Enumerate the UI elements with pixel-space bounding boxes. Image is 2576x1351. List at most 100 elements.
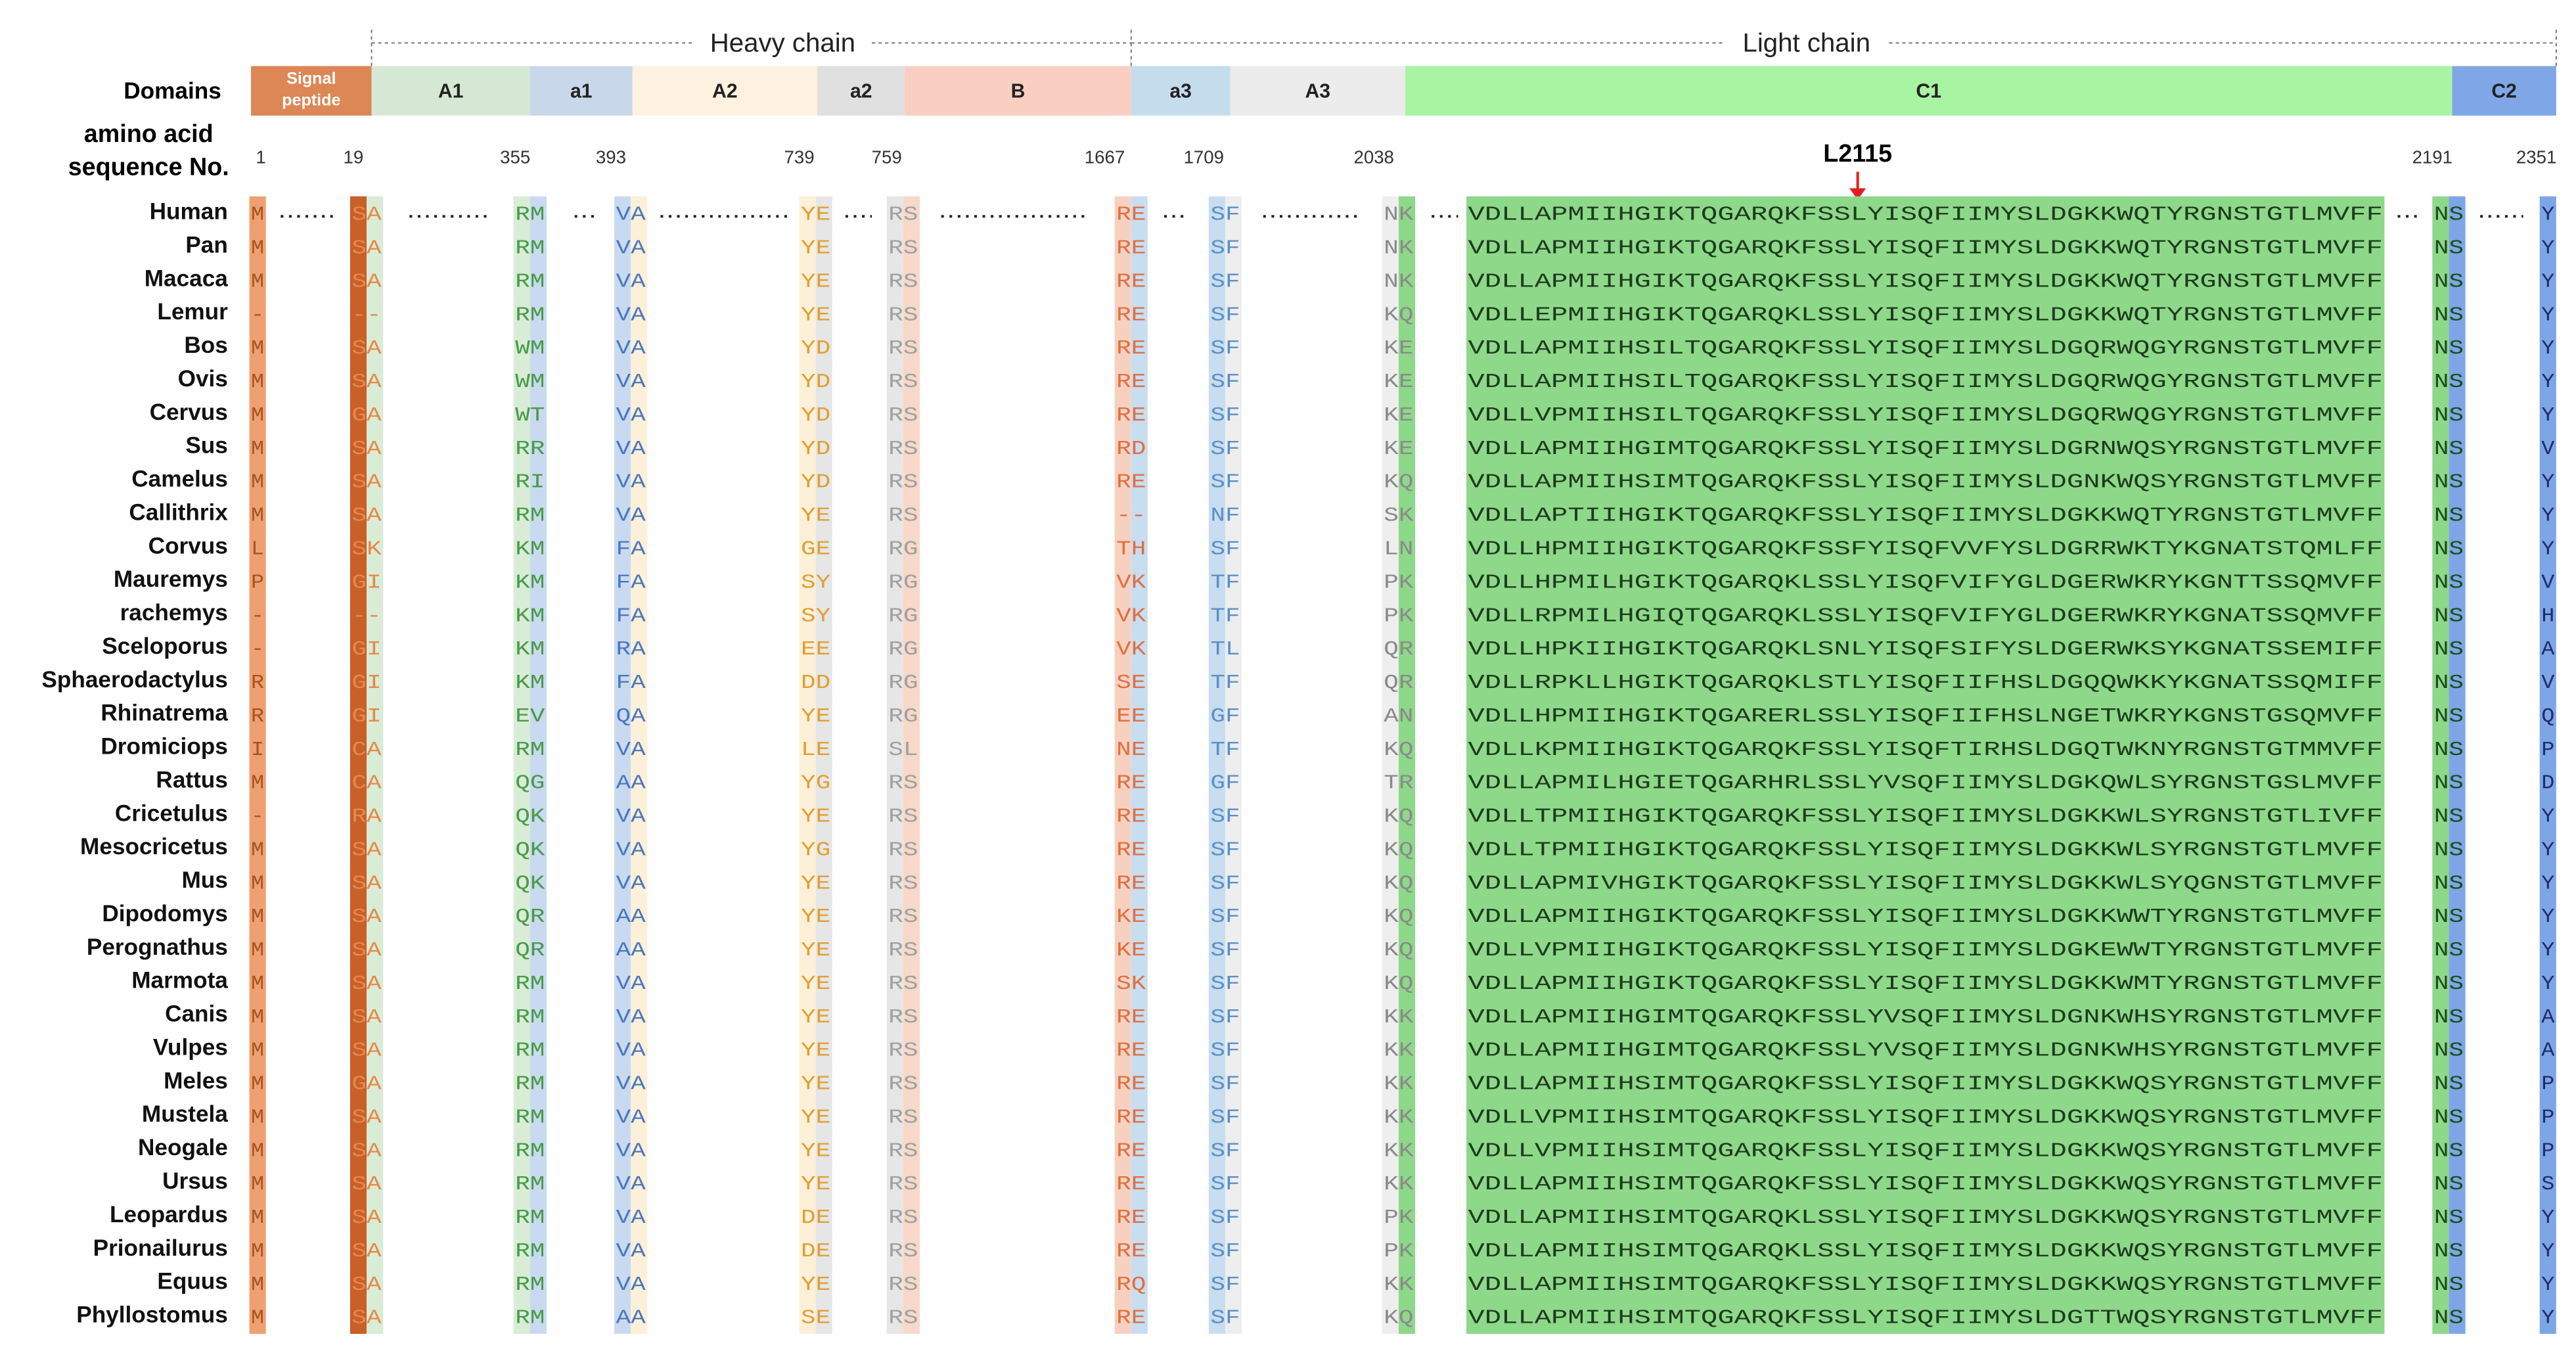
residue-shade xyxy=(2449,530,2466,565)
residue-shade xyxy=(2449,998,2466,1034)
residue-shade xyxy=(1225,731,1242,766)
residue-shade xyxy=(249,363,266,398)
residue-shade xyxy=(350,1065,367,1100)
residue-shade xyxy=(1208,731,1225,766)
residue-shade xyxy=(886,1266,903,1301)
residue: NS xyxy=(2434,906,2464,928)
residue: RS xyxy=(888,1174,918,1196)
sequence: VDLLAPMIIHSIMTQGARQKFSSLYISQFIIMYSLDGKKW… xyxy=(1468,1174,2382,1196)
residue-shade xyxy=(1398,664,1416,699)
residue-shade xyxy=(1114,1199,1131,1234)
alignment-row: Canis M SA RM VA YE RS RE SF KK VDLLAPMIIHGIMTQGAR… xyxy=(165,998,2556,1034)
residue-shade xyxy=(2449,397,2466,432)
residue-shade xyxy=(1398,463,1416,498)
sequence: VDLLRPKLLHGIKTQGARQKLSTLYISQFIIFHSLDGQQW… xyxy=(1468,672,2382,695)
alignment-row: Cervus M GA WT VA YD RS RE SF KE VDLLVPMIIHSILTQGA… xyxy=(150,397,2556,432)
residue: Y xyxy=(2541,338,2554,360)
species-name: Sus xyxy=(185,433,228,459)
residue: AA xyxy=(616,1308,646,1330)
residue: RA xyxy=(616,639,646,661)
residue-shade xyxy=(614,1032,631,1066)
residue-shade xyxy=(1225,530,1242,565)
residue: SA xyxy=(351,940,382,962)
residue-shade xyxy=(530,296,547,331)
residue-shade xyxy=(2432,497,2449,532)
species-name: Pan xyxy=(185,232,228,258)
residue-shade xyxy=(513,664,530,699)
residue-shade xyxy=(513,530,530,565)
residue-shade xyxy=(799,263,816,298)
residue: YG xyxy=(801,839,830,861)
residue-shade xyxy=(530,1166,547,1201)
conserved-block xyxy=(1466,430,2385,465)
residue-shade xyxy=(1131,1233,1148,1268)
residue-shade xyxy=(1398,697,1416,733)
residue-shade xyxy=(631,397,648,432)
chain-brackets xyxy=(371,30,2557,66)
residue: RG xyxy=(888,605,918,628)
residue-shade xyxy=(1208,363,1225,398)
residue: VA xyxy=(616,973,646,996)
residue-shade xyxy=(903,898,920,933)
residue-shade xyxy=(2432,631,2449,666)
residue: VA xyxy=(616,1074,646,1096)
residue-shade xyxy=(350,430,367,465)
residue: NS xyxy=(2434,538,2464,561)
residue-shade xyxy=(350,1299,367,1334)
residue: NS xyxy=(2434,1140,2464,1162)
residue-shade xyxy=(1225,898,1242,933)
residue-shade xyxy=(1208,1132,1225,1167)
alignment-row: rachemys - -- KM FA SY RG VK TF PK VDLLRPMILHGIQTQ… xyxy=(120,597,2556,632)
residue: KK xyxy=(1384,1040,1414,1063)
species-name: Phyllostomus xyxy=(76,1302,228,1328)
residue-shade xyxy=(1208,430,1225,465)
residue: SA xyxy=(351,1174,382,1196)
alignment-row: Ursus M SA RM VA YE RS RE SF KK VDLLAPMIIHSIMTQGAR… xyxy=(162,1166,2556,1201)
residue: KK xyxy=(1384,1107,1414,1129)
residue-shade xyxy=(1398,530,1416,565)
alignment-row: Mus M SA QK VA YE RS RE SF KQ VDLLAPMIVHGIKTQGARQK… xyxy=(182,865,2556,900)
residue-shade xyxy=(350,597,367,632)
residue-shade xyxy=(366,530,384,565)
residue: SA xyxy=(351,1207,382,1229)
residue-shade xyxy=(1131,1132,1148,1167)
domain-block xyxy=(632,66,818,116)
residue-shade xyxy=(815,1299,832,1334)
residue-shade xyxy=(249,1132,266,1167)
residue: YE xyxy=(801,706,830,728)
residue: KQ xyxy=(1384,873,1413,895)
residue: GE xyxy=(801,538,830,561)
residue-shade xyxy=(1382,330,1399,365)
residue: NS xyxy=(2434,371,2464,394)
residue-shade xyxy=(366,1099,384,1133)
residue: VA xyxy=(616,1040,646,1063)
residue-shade xyxy=(1114,798,1131,833)
residue: SF xyxy=(1210,1174,1240,1196)
sequence: VDLLAPMILHGIETQGARHRLSSLYVSQFIIMYSLDGKQW… xyxy=(1468,773,2382,795)
residue: SF xyxy=(1210,438,1240,461)
residue: SF xyxy=(1210,338,1240,360)
residue: KK xyxy=(1384,1140,1414,1162)
residue-shade xyxy=(2539,1132,2556,1167)
residue: NS xyxy=(2434,1174,2464,1196)
species-name: Rattus xyxy=(156,767,227,792)
residue-shade xyxy=(513,1132,530,1167)
residue-shade xyxy=(350,764,367,799)
residue: NS xyxy=(2434,739,2464,762)
alignment-row: Mustela M SA RM VA YE RS RE SF KK VDLLVPMIIHSIMTQG… xyxy=(142,1099,2556,1133)
residue-shade xyxy=(2449,1233,2466,1268)
residue-shade xyxy=(530,463,547,498)
residue-shade xyxy=(366,296,384,331)
conserved-block xyxy=(1466,664,2385,699)
residue: RS xyxy=(888,1007,918,1029)
sequence: VDLLAPMIIHGIKTQGARQKFSSLYISQFIIMYSLDGKKW… xyxy=(1468,204,2382,227)
residue: - xyxy=(251,605,264,628)
residue-shade xyxy=(631,1199,648,1234)
residue: YE xyxy=(801,304,830,327)
residue-shade xyxy=(366,932,384,967)
residue: RS xyxy=(888,873,918,895)
residue-shade xyxy=(249,330,266,365)
residue: SA xyxy=(351,238,382,260)
residue-shade xyxy=(799,898,816,933)
